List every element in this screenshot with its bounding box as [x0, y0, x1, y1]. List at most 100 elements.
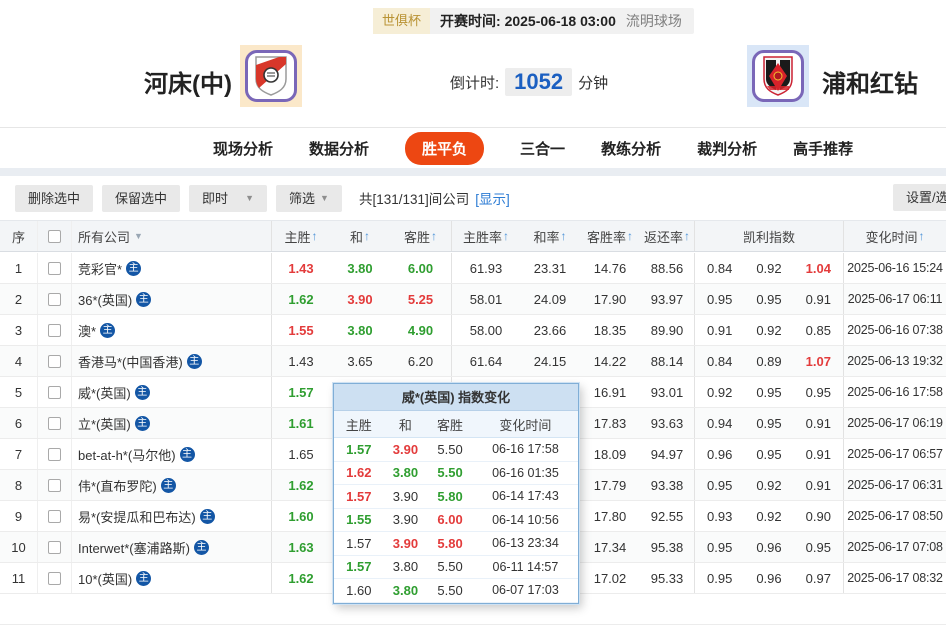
- row-checkbox[interactable]: [48, 354, 61, 368]
- return-rate-cell: 88.56: [640, 253, 695, 283]
- popup-odds-3: 5.50: [427, 559, 473, 574]
- away-odds-cell[interactable]: 6.00: [390, 253, 452, 283]
- company-cell[interactable]: 澳* 主: [72, 315, 272, 345]
- col-draw-label: 和: [349, 229, 363, 245]
- col-company[interactable]: 所有公司 ▼: [72, 221, 272, 251]
- company-cell[interactable]: 立*(英国) 主: [72, 408, 272, 438]
- row-checkbox[interactable]: [48, 509, 61, 523]
- company-cell[interactable]: 36*(英国) 主: [72, 284, 272, 314]
- change-time-cell: 2025-06-17 07:08: [847, 540, 943, 554]
- col-draw-odds[interactable]: 和 ↑: [330, 221, 390, 251]
- nav-tab-6[interactable]: 裁判分析: [697, 140, 758, 158]
- company-name: 威*(英国): [78, 385, 131, 401]
- away-odds-cell[interactable]: 5.25: [390, 284, 452, 314]
- filter-dropdown[interactable]: 筛选 ▼: [276, 184, 342, 212]
- kelly-value-2: 0.89: [744, 346, 793, 376]
- home-odds-cell[interactable]: 1.55: [272, 315, 330, 345]
- row-checkbox[interactable]: [48, 540, 61, 554]
- away-rate-cell: 18.35: [593, 322, 627, 338]
- nav-tab-3[interactable]: 胜平负: [405, 131, 485, 165]
- away-odds-cell[interactable]: 6.20: [390, 346, 452, 376]
- home-odds-cell[interactable]: 1.62: [272, 470, 330, 500]
- select-all-checkbox[interactable]: [48, 229, 61, 243]
- col-away-odds[interactable]: 客胜 ↑: [390, 221, 452, 251]
- row-checkbox[interactable]: [48, 323, 61, 337]
- main-company-badge-icon: 主: [136, 570, 152, 586]
- nav-tab-5[interactable]: 教练分析: [601, 140, 662, 158]
- home-odds-cell[interactable]: 1.61: [272, 408, 330, 438]
- row-checkbox[interactable]: [48, 292, 61, 306]
- kelly-cell: 0.95 0.95 0.91: [695, 284, 844, 314]
- popup-row: 1.57 3.80 5.50 06-11 14:57: [334, 556, 578, 579]
- company-cell[interactable]: 伟*(直布罗陀) 主: [72, 470, 272, 500]
- col-home-rate[interactable]: 主胜率 ↑: [452, 221, 520, 251]
- delete-selected-button[interactable]: 删除选中: [15, 184, 94, 212]
- popup-change-time: 06-11 14:57: [492, 559, 559, 574]
- kelly-number: 0.89: [756, 353, 782, 369]
- col-company-label: 所有公司: [78, 229, 131, 245]
- draw-odds-cell[interactable]: 3.90: [330, 284, 390, 314]
- company-cell[interactable]: 易*(安提瓜和巴布达) 主: [72, 501, 272, 531]
- sort-up-icon: ↑: [627, 229, 633, 243]
- col-change-time[interactable]: 变化时间 ↑: [844, 221, 946, 251]
- col-away-rate[interactable]: 客胜率 ↑: [580, 221, 640, 251]
- draw-odds-cell[interactable]: 3.80: [330, 253, 390, 283]
- chevron-down-icon: ▼: [320, 192, 329, 203]
- home-odds-cell[interactable]: 1.43: [272, 253, 330, 283]
- sort-up-icon: ↑: [431, 229, 437, 243]
- home-odds-cell[interactable]: 1.65: [272, 439, 330, 469]
- kelly-number: 0.91: [805, 291, 831, 307]
- popup-odds-2: 3.90: [384, 536, 428, 551]
- nav-tab-7[interactable]: 高手推荐: [793, 140, 854, 158]
- draw-odds-cell[interactable]: 3.80: [330, 315, 390, 345]
- company-cell[interactable]: 10*(英国) 主: [72, 563, 272, 593]
- return-rate-cell: 88.14: [640, 346, 695, 376]
- col-home-odds[interactable]: 主胜 ↑: [272, 221, 330, 251]
- change-time-cell: 2025-06-17 06:31: [847, 478, 943, 492]
- home-odds-cell[interactable]: 1.43: [272, 346, 330, 376]
- home-odds-cell-value: 1.62: [288, 291, 314, 307]
- home-odds-cell[interactable]: 1.63: [272, 532, 330, 562]
- company-name: 竞彩官*: [78, 261, 123, 277]
- kelly-number: 0.95: [805, 539, 831, 555]
- row-checkbox[interactable]: [48, 478, 61, 492]
- col-return-rate[interactable]: 返还率 ↑: [640, 221, 695, 251]
- home-odds-cell[interactable]: 1.62: [272, 563, 330, 593]
- kelly-number: 0.91: [707, 322, 733, 338]
- popup-odds-2: 3.90: [384, 489, 428, 504]
- company-cell[interactable]: Interwet*(塞浦路斯) 主: [72, 532, 272, 562]
- home-odds-cell[interactable]: 1.57: [272, 377, 330, 407]
- popup-odds-1: 1.62: [334, 465, 384, 480]
- company-cell[interactable]: 竞彩官* 主: [72, 253, 272, 283]
- home-odds-cell[interactable]: 1.62: [272, 284, 330, 314]
- home-team-logo: [240, 45, 302, 107]
- row-checkbox[interactable]: [48, 385, 61, 399]
- seq-cell: 2: [0, 284, 38, 314]
- kelly-value-3: 0.91: [794, 408, 843, 438]
- company-cell[interactable]: bet-at-h*(马尔他) 主: [72, 439, 272, 469]
- main-company-badge-icon: 主: [134, 384, 150, 400]
- row-checkbox[interactable]: [48, 447, 61, 461]
- keep-selected-button[interactable]: 保留选中: [102, 184, 181, 212]
- kelly-value-3: 0.91: [794, 439, 843, 469]
- row-checkbox[interactable]: [48, 571, 61, 585]
- company-cell[interactable]: 威*(英国) 主: [72, 377, 272, 407]
- nav-tab-2[interactable]: 数据分析: [309, 140, 370, 158]
- checkbox-cell: [38, 532, 72, 562]
- home-rate-cell: 61.64: [469, 353, 503, 369]
- row-checkbox[interactable]: [48, 261, 61, 275]
- popup-col-home: 主胜: [345, 417, 372, 433]
- settings-button[interactable]: 设置/选择: [893, 184, 946, 211]
- company-cell[interactable]: 香港马*(中国香港) 主: [72, 346, 272, 376]
- nav-tab-1[interactable]: 现场分析: [213, 140, 274, 158]
- home-odds-cell[interactable]: 1.60: [272, 501, 330, 531]
- instant-dropdown[interactable]: 即时 ▼: [189, 184, 268, 212]
- col-draw-rate[interactable]: 和率 ↑: [520, 221, 580, 251]
- row-checkbox[interactable]: [48, 416, 61, 430]
- kelly-cell: 0.84 0.89 1.07: [695, 346, 844, 376]
- nav-tab-4[interactable]: 三合一: [520, 140, 566, 158]
- col-home-label: 主胜: [284, 229, 311, 245]
- show-link[interactable]: [显示]: [475, 192, 510, 207]
- draw-odds-cell[interactable]: 3.65: [330, 346, 390, 376]
- away-odds-cell[interactable]: 4.90: [390, 315, 452, 345]
